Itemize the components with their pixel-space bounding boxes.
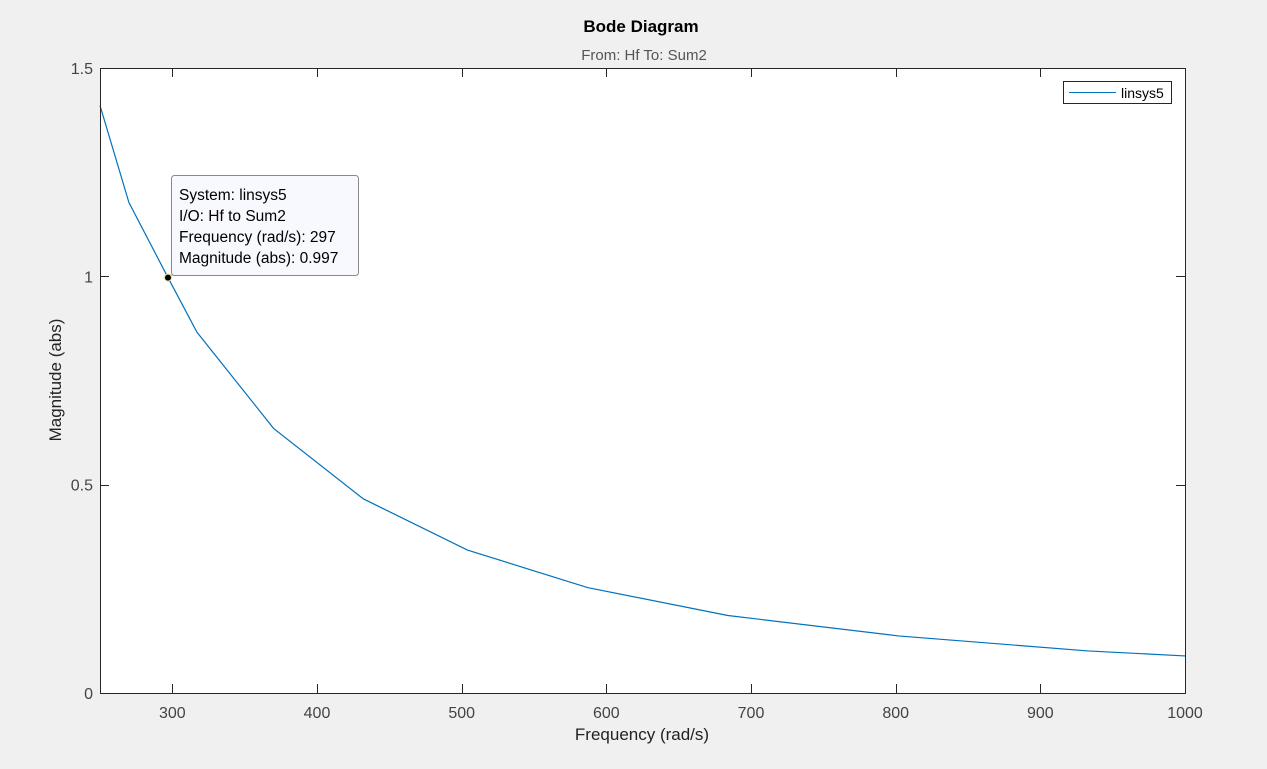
datatip-line-magnitude: Magnitude (abs): 0.997: [179, 250, 338, 267]
chart-title: Bode Diagram: [583, 17, 698, 36]
x-axis-label: Frequency (rad/s): [575, 725, 709, 744]
datatip-box: [171, 175, 359, 276]
legend-entry-linsys5: linsys5: [1121, 85, 1164, 101]
x-tick-label: 800: [882, 705, 909, 722]
x-tick-label: 400: [304, 705, 331, 722]
axes-background: [100, 68, 1185, 693]
datatip[interactable]: System: linsys5 I/O: Hf to Sum2 Frequenc…: [163, 175, 359, 282]
y-tick-label: 0: [84, 686, 93, 703]
series-line-linsys5[interactable]: [99, 105, 1186, 657]
y-axis-label: Magnitude (abs): [46, 319, 65, 442]
datatip-marker[interactable]: [163, 273, 172, 282]
datatip-line-frequency: Frequency (rad/s): 297: [179, 229, 336, 246]
x-tick-label: 300: [159, 705, 186, 722]
x-tick-label: 500: [448, 705, 475, 722]
chart-subtitle: From: Hf To: Sum2: [581, 47, 707, 64]
ticks-group: 300 400 500 600 700 800 900 1000 0 0.5 1 1.5: [71, 61, 1203, 722]
axes-box: [100, 68, 1186, 694]
x-tick-label: 700: [738, 705, 765, 722]
x-tick-label: 600: [593, 705, 620, 722]
x-tick-label: 1000: [1167, 705, 1203, 722]
legend[interactable]: linsys5: [1063, 81, 1172, 104]
series-group[interactable]: [99, 105, 1186, 657]
x-tick-label: 900: [1027, 705, 1054, 722]
datatip-line-io: I/O: Hf to Sum2: [179, 208, 286, 225]
datatip-line-system: System: linsys5: [179, 187, 287, 204]
y-tick-label: 1.5: [71, 61, 93, 78]
y-tick-label: 1: [84, 269, 93, 286]
legend-box: [1063, 81, 1172, 104]
y-tick-label: 0.5: [71, 478, 93, 495]
